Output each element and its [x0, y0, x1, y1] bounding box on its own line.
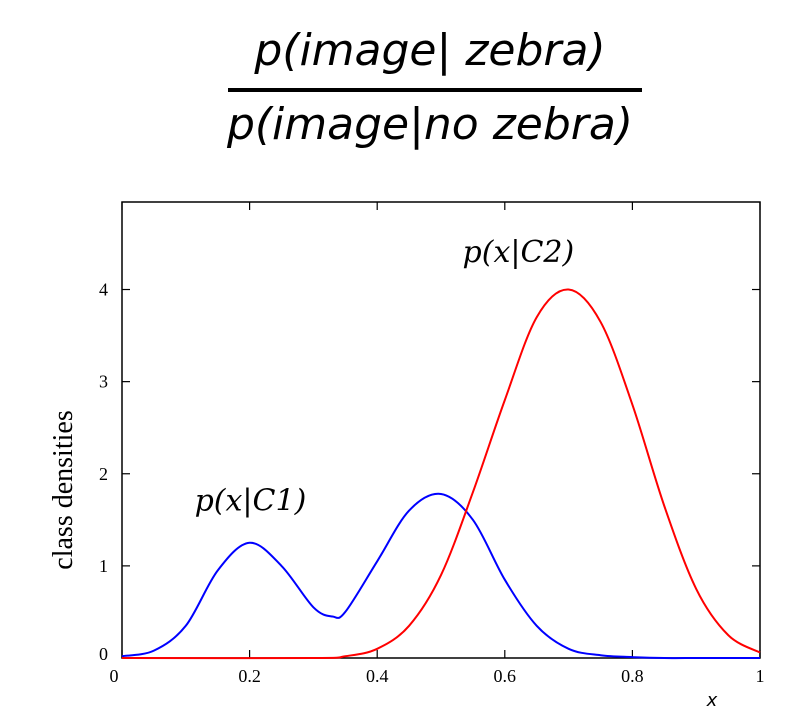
y-axis-title: class densities [48, 410, 79, 569]
y-tick-label: 0 [99, 644, 108, 664]
formula-denominator: p(image|no zebra) [226, 99, 634, 150]
chart-labels: 0 0.2 0.4 0.6 0.8 1 0 1 2 3 4 x class densities p(x|C… [48, 235, 765, 711]
x-tick-label: 1 [756, 666, 765, 686]
ratio-formula: p(image| zebra) p(image|no zebra) [200, 22, 660, 150]
fraction-bar [228, 88, 642, 92]
axis-ticks [121, 202, 761, 659]
x-tick-label: 0.6 [494, 666, 517, 686]
y-tick-label: 2 [99, 464, 108, 484]
series-c2-line [121, 288, 761, 660]
formula-numerator: p(image| zebra) [254, 25, 606, 76]
x-tick-label: 0.2 [238, 666, 261, 686]
series-c1-line [121, 492, 760, 660]
x-tick-label: 0.4 [366, 666, 389, 686]
x-axis-title: x [706, 690, 718, 711]
density-curves [121, 288, 761, 660]
annotation-c1: p(x|C1) [195, 484, 307, 519]
y-tick-label: 1 [99, 556, 108, 576]
plot-frame [121, 201, 761, 659]
annotation-c2: p(x|C2) [463, 235, 575, 270]
x-tick-label: 0 [110, 666, 119, 686]
y-tick-label: 3 [99, 372, 108, 392]
y-tick-label: 4 [99, 280, 108, 300]
x-tick-label: 0.8 [621, 666, 644, 686]
